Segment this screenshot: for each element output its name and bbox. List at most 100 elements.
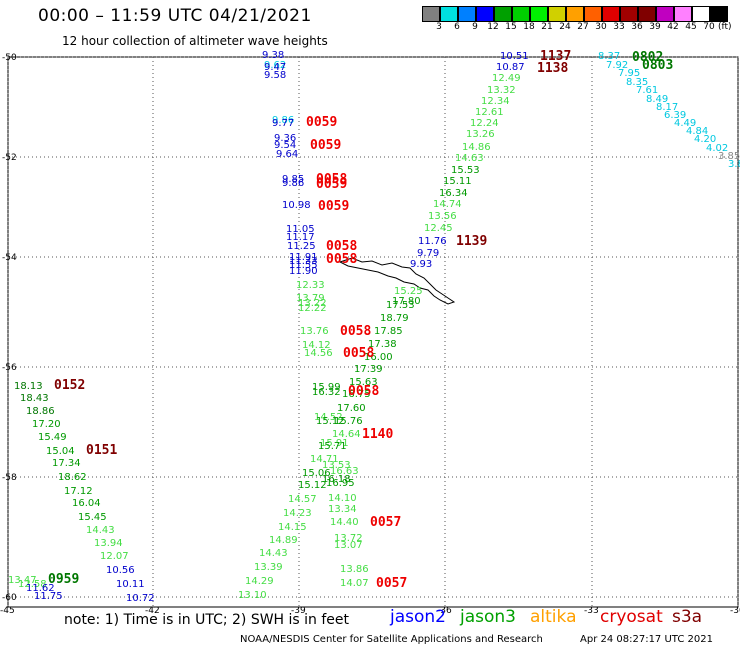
wave-height-value: 3.8 [728,159,740,170]
pass-time-label: 0803 [642,58,673,73]
wave-height-value: 16.75 [342,389,371,400]
wave-height-value: 14.57 [288,494,317,505]
wave-height-value: 12.07 [100,551,129,562]
wave-height-value: 12.24 [470,118,499,129]
wave-height-value: 12.33 [296,280,325,291]
wave-height-value: 12.34 [481,96,510,107]
wave-height-value: 13.53 [322,460,351,471]
wave-height-value: 9.36 [274,133,296,144]
satellite-label-altika: altika [530,607,577,627]
wave-height-value: 11.90 [289,266,318,277]
wave-height-value: 11.17 [286,232,315,243]
wave-height-value: 14.64 [332,429,361,440]
pass-time-label: 0059 [306,115,337,130]
wave-height-value: 18.13 [14,381,43,392]
wave-height-value: 9.38 [262,50,284,61]
wave-height-value: 13.76 [300,326,329,337]
wave-height-value: 15.49 [38,432,67,443]
wave-height-value: 13.47 [8,575,37,586]
wave-height-value: 13.26 [466,129,495,140]
lat-tick-label: -58 [2,473,17,483]
wave-height-value: 9.86 [282,178,304,189]
wave-height-value: 15.53 [451,165,480,176]
legend-tick: 15 [505,22,517,32]
satellite-label-cryosat: cryosat [600,607,663,627]
wave-height-value: 3.85 [718,151,740,162]
satellite-label-jason2: jason2 [390,607,446,627]
pass-time-label: 0059 [318,199,349,214]
lat-tick-label: -50 [2,53,17,63]
legend-tick: 36 [631,22,643,32]
pass-time-label: 0058 [326,252,357,267]
wave-height-value: 14.86 [462,142,491,153]
lat-tick-label: -60 [2,593,17,603]
wave-height-value: 13.94 [94,538,123,549]
pass-time-label: 0959 [48,572,79,587]
credit-line: NOAA/NESDIS Center for Satellite Applica… [240,634,543,645]
wave-height-value: 9.58 [264,70,286,81]
wave-height-value: 11.62 [26,583,55,594]
wave-height-value: 15.12 [298,480,327,491]
wave-height-value: 13.32 [487,85,516,96]
legend-tick: 9 [472,22,478,32]
wave-height-value: 14.12 [302,340,331,351]
satellite-label-jason3: jason3 [460,607,516,627]
legend-swatch [494,6,512,22]
lon-tick-label: -36 [437,606,452,616]
axis-labels: -50 -52 -54 -56 -58 -60 -45 -42 -39 -36 -33 -30 [0,53,740,616]
wave-height-value: 14.10 [328,493,357,504]
legend-swatch [638,6,656,22]
legend-tick: 18 [523,22,535,32]
lon-tick-label: -42 [145,606,160,616]
wave-height-value: 15.76 [334,416,363,427]
legend-swatch [656,6,674,22]
wave-height-value: 14.23 [283,508,312,519]
wave-height-value: 15.71 [318,441,347,452]
legend-swatch [692,6,710,22]
wave-height-value: 6.39 [664,110,686,121]
wave-height-value: 13.22 [298,298,327,309]
wave-height-value: 15.63 [349,377,378,388]
wave-height-value: 15.12 [316,416,345,427]
legend-swatch [530,6,548,22]
pass-time-label: 0058 [343,346,374,361]
wave-height-value: 17.34 [52,458,81,469]
wave-height-value: 15.25 [394,286,423,297]
legend-swatch [422,6,440,22]
wave-height-value: 14.40 [330,517,359,528]
legend-swatch [602,6,620,22]
legend-swatch [458,6,476,22]
wave-height-value: 13.34 [328,504,357,515]
wave-height-value: 9.79 [417,248,439,259]
wave-height-value: 7.61 [636,85,658,96]
wave-height-value: 13.72 [334,533,363,544]
legend-tick: 39 [649,22,661,32]
wave-height-value: 14.56 [304,348,333,359]
wave-height-value: 17.39 [354,364,383,375]
lon-tick-label: -45 [0,606,15,616]
wave-height-value: 17.38 [368,339,397,350]
wave-height-value: 10.11 [116,579,145,590]
lat-tick-label: -52 [2,153,17,163]
wave-height-value: 9.77 [272,118,294,129]
wave-height-value: 18.43 [20,393,49,404]
wave-height-value: 17.85 [374,326,403,337]
wave-height-value: 10.72 [126,593,155,604]
wave-height-value: 8.35 [626,77,648,88]
pass-time-label: 0058 [348,384,379,399]
wave-height-value: 8.37 [598,51,620,62]
legend-tick: 21 [541,22,553,32]
lon-tick-label: -39 [291,606,306,616]
wave-height-value: 17.20 [32,419,61,430]
wave-height-value: 13.56 [428,211,457,222]
wave-height-value: 8.17 [656,102,678,113]
wave-height-value: 18.62 [58,472,87,483]
legend-tick: 27 [577,22,589,32]
wave-height-value: 14.29 [245,576,274,587]
legend-swatch [548,6,566,22]
wave-height-value: 10.87 [496,62,525,73]
wave-height-value: 10.56 [106,565,135,576]
pass-time-label: 1140 [362,427,393,442]
wave-height-value: 9.47 [264,62,286,73]
